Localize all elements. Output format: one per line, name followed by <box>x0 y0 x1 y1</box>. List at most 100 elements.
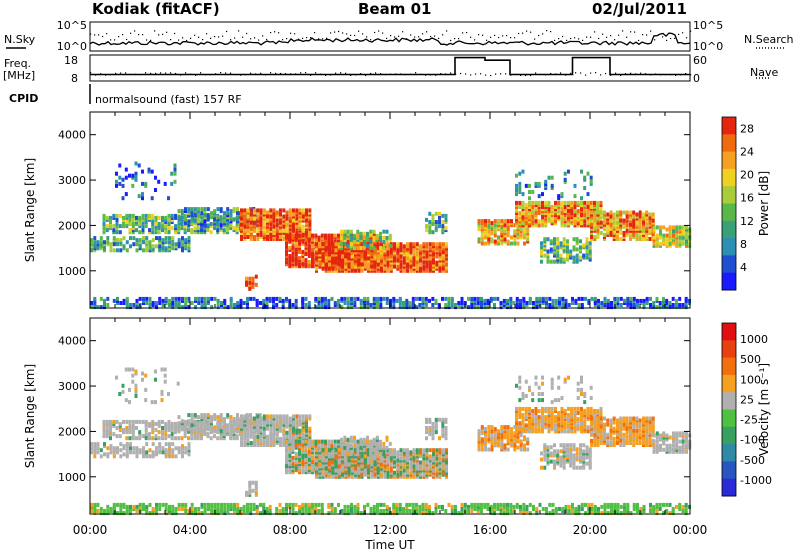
power-cell <box>363 254 367 259</box>
power-cell <box>321 264 325 269</box>
power-cell <box>161 238 165 243</box>
nsearch-point <box>562 35 564 38</box>
velocity-cell <box>331 450 335 455</box>
power-cell <box>145 240 149 245</box>
power-cell <box>572 245 576 250</box>
power-cell <box>229 296 233 301</box>
velocity-cell <box>363 470 367 475</box>
velocity-cell <box>344 456 348 461</box>
power-cell <box>141 192 144 197</box>
nsearch-point <box>262 35 264 37</box>
velocity-echo-cells <box>90 367 692 516</box>
power-cell <box>619 210 623 215</box>
velocity-cell <box>158 448 162 453</box>
power-cell <box>549 247 553 252</box>
power-cell <box>538 296 542 301</box>
velocity-cell <box>333 458 337 462</box>
nave-point <box>140 74 142 76</box>
velocity-cell <box>291 439 295 444</box>
nave-point <box>125 72 127 74</box>
power-cell <box>675 239 679 244</box>
power-cell <box>428 254 432 259</box>
power-cell <box>678 225 682 230</box>
velocity-cell <box>135 426 138 430</box>
power-cell <box>193 219 197 224</box>
cpid-text: normalsound (fast) 157 RF <box>95 93 242 106</box>
power-cell <box>515 305 519 310</box>
velocity-cell <box>206 432 210 437</box>
velocity-cell <box>294 460 298 464</box>
power-cell <box>480 229 484 234</box>
velocity-cell <box>90 442 93 447</box>
power-cell <box>163 181 167 186</box>
power-cell <box>531 219 535 224</box>
power-cell <box>373 268 377 273</box>
power-cell <box>383 266 387 271</box>
velocity-cell <box>157 419 161 424</box>
power-cell <box>367 262 370 267</box>
velocity-cell <box>315 460 318 465</box>
velocity-cell <box>337 448 341 453</box>
power-cell <box>177 215 181 220</box>
nsearch-point <box>610 35 612 37</box>
power-cell <box>421 296 425 301</box>
velocity-cell <box>119 454 123 459</box>
nave-point <box>565 74 567 76</box>
velocity-cell <box>318 474 322 479</box>
power-cell <box>537 219 541 224</box>
power-cell <box>524 223 528 228</box>
power-cell <box>606 301 610 305</box>
power-cell <box>363 296 366 301</box>
power-cell <box>327 233 331 238</box>
velocity-cell <box>304 443 308 448</box>
velocity-cell <box>307 458 311 462</box>
power-cell <box>612 230 616 235</box>
power-cell <box>128 173 131 178</box>
power-cell <box>372 305 376 310</box>
velocity-cell <box>181 444 184 449</box>
power-cell <box>135 298 139 303</box>
power-cell <box>184 244 188 249</box>
velocity-cell <box>333 443 337 448</box>
power-cell <box>360 268 364 273</box>
power-cell <box>294 247 298 252</box>
power-cell <box>203 207 207 212</box>
velocity-cell <box>236 423 239 428</box>
velocity-cell <box>320 439 324 444</box>
power-cell <box>167 196 170 201</box>
power-cell <box>399 268 403 273</box>
power-cell <box>184 296 188 301</box>
power-cell <box>389 298 392 303</box>
velocity-cell <box>291 447 295 452</box>
power-cell <box>560 192 564 197</box>
velocity-cell <box>272 414 276 419</box>
velocity-cell <box>288 447 292 452</box>
power-cell <box>575 259 579 264</box>
velocity-cell <box>171 442 175 447</box>
power-cell <box>435 260 439 265</box>
velocity-cell <box>219 413 223 418</box>
power-cell <box>445 264 448 269</box>
velocity-cell <box>334 450 338 455</box>
power-cell <box>515 207 518 212</box>
power-cell <box>252 296 256 301</box>
power-cell <box>376 296 379 301</box>
velocity-cell <box>154 428 158 432</box>
power-cell <box>547 207 551 212</box>
power-cell <box>137 194 141 199</box>
power-cell <box>522 303 526 307</box>
power-cell <box>668 301 672 305</box>
velocity-cell <box>109 426 112 430</box>
velocity-cell <box>193 413 197 418</box>
velocity-cell <box>324 466 328 471</box>
power-cell <box>424 296 428 301</box>
power-cell <box>148 296 152 301</box>
power-cell <box>294 252 298 256</box>
velocity-cell <box>308 432 312 437</box>
power-cell <box>560 217 564 222</box>
nsearch-point <box>190 37 192 39</box>
power-cell <box>655 241 659 246</box>
power-cell <box>164 230 168 235</box>
power-cell <box>493 303 496 307</box>
velocity-cell <box>229 415 233 420</box>
